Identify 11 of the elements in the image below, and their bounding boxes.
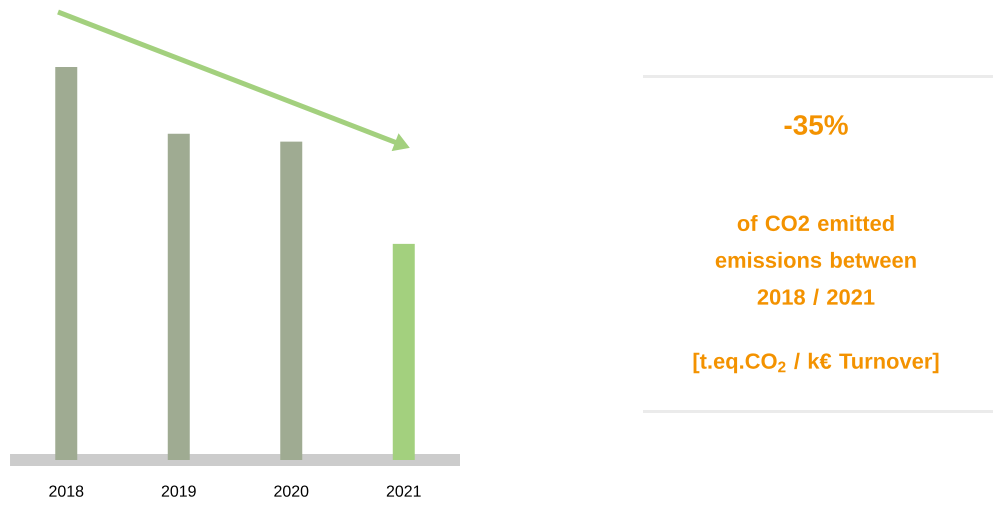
- x-tick-label: 2019: [162, 486, 196, 497]
- text: of CO2 emitted emissions between 2018 / 2021: [716, 214, 916, 306]
- x-tick-label: 2018: [49, 486, 84, 497]
- text: [t.eq.CO$_{2}$ / k€ Turnover]: [694, 352, 938, 374]
- text: -35%: [784, 115, 848, 135]
- x-tick-label: 2020: [274, 486, 308, 497]
- bar: [392, 244, 415, 460]
- bar: [280, 142, 302, 460]
- bar: [168, 134, 190, 460]
- x-tick-label: 2021: [386, 486, 421, 497]
- bar: [55, 66, 78, 460]
